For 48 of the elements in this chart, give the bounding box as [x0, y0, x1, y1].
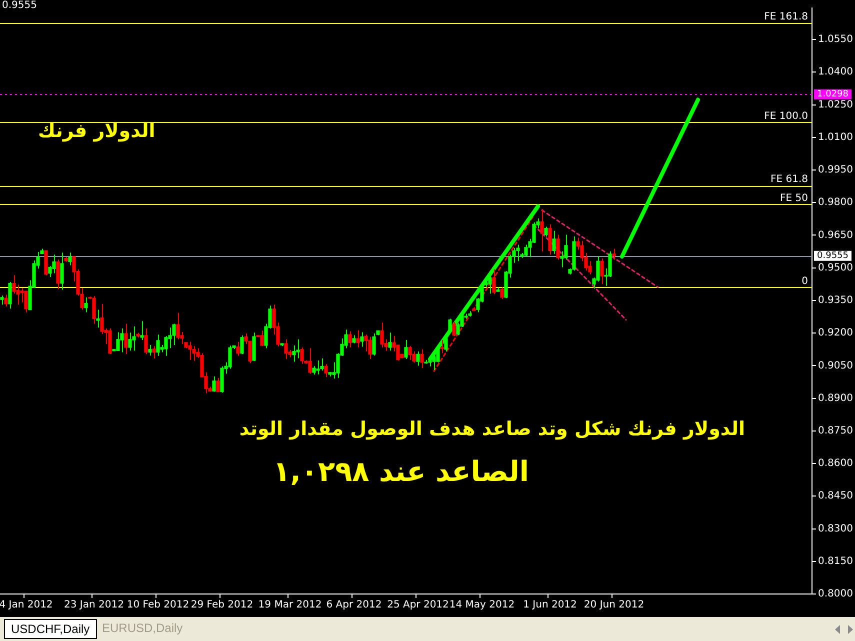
ref-line-label: 1.0298	[817, 90, 849, 100]
x-tick-label: 19 Mar 2012	[258, 600, 322, 611]
text: EURUSD,Daily	[101, 620, 184, 637]
x-tick-label: 23 Jan 2012	[64, 600, 124, 611]
annotation: الصاعد عند ١,٠٢٩٨	[273, 455, 529, 488]
ref-line-label: FE 50	[780, 192, 808, 204]
y-tick-label: 1.0100	[818, 132, 853, 143]
ref-line-label: FE 100.0	[764, 110, 808, 122]
candlestick	[316, 360, 320, 375]
x-tick-label: 4 Jan 2012	[0, 600, 53, 611]
candlestick	[352, 334, 356, 344]
y-tick-label: 0.8000	[818, 588, 853, 600]
x-tick-label: 10 Feb 2012	[126, 600, 190, 611]
y-tick-label: 0.8600	[818, 458, 853, 470]
y-tick-label: 0.9350	[818, 295, 853, 306]
x-tick-label: 6 Apr 2012	[326, 600, 382, 611]
y-tick-label: 0.8750	[818, 426, 853, 437]
ref-line-label: FE 61.8	[770, 174, 808, 186]
candlestick	[496, 286, 500, 292]
y-tick-label: 0.9200	[818, 328, 853, 339]
y-tick-label: 0.8900	[818, 392, 853, 404]
candlestick	[472, 306, 476, 312]
y-tick-label: 0.9650	[818, 230, 853, 241]
y-tick-label: 1.0400	[818, 66, 853, 78]
x-tick-label: 25 Apr 2012	[387, 600, 449, 611]
annotation: الدولار فرنك شكل وتد صاعد هدف الوصول مقدار الوتد	[239, 418, 745, 440]
text: USDCHF,Daily	[4, 619, 97, 639]
ref-line-label: FE 161.8	[764, 11, 808, 22]
candlestick	[280, 343, 284, 347]
y-tick-label: 0.9050	[818, 360, 853, 372]
y-tick-label: 0.9950	[818, 164, 853, 176]
candlestick	[140, 320, 144, 341]
annotation: 0.9555	[2, 0, 37, 11]
y-tick-label: 1.0250	[818, 99, 853, 110]
annotation: 0	[802, 276, 808, 287]
x-tick-label: 14 May 2012	[449, 600, 515, 611]
ref-line-label: 0.9555	[817, 251, 848, 262]
y-tick-label: 0.8150	[818, 556, 853, 567]
text: الدولار فرنك	[38, 120, 156, 142]
y-tick-label: 0.8450	[818, 490, 853, 502]
y-tick-label: 1.0550	[818, 34, 853, 46]
candlestick	[296, 338, 300, 359]
y-tick-label: 0.8300	[818, 523, 853, 534]
y-tick-label: 0.9500	[818, 262, 853, 274]
x-tick-label: 20 Jun 2012	[584, 600, 644, 611]
y-tick-label: 0.9800	[818, 197, 853, 208]
x-tick-label: 1 Jun 2012	[523, 600, 577, 611]
x-tick-label: 29 Feb 2012	[190, 600, 254, 611]
